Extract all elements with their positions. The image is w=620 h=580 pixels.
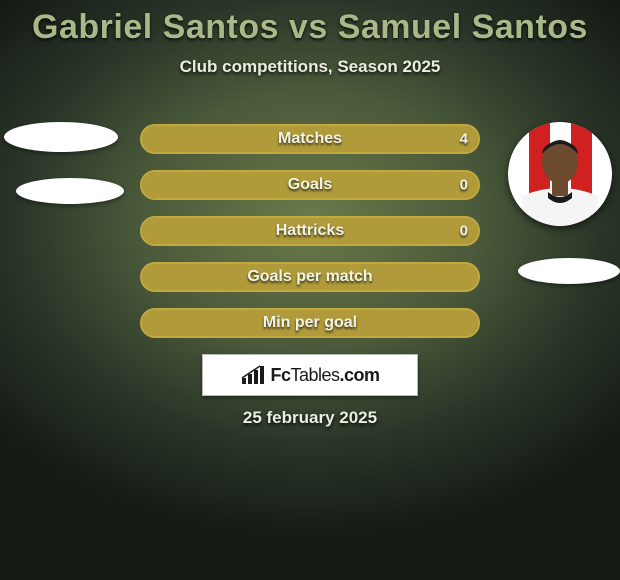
stat-bars: Matches 4 Goals 0 Hattricks 0 Goals per … [140, 124, 480, 354]
left-ellipse-2 [16, 178, 124, 204]
bar-fill [142, 264, 478, 290]
bar-hattricks: Hattricks 0 [140, 216, 480, 246]
bar-value: 0 [460, 223, 468, 240]
avatar-svg [508, 122, 612, 226]
bar-track [140, 124, 480, 154]
bar-track [140, 170, 480, 200]
right-ellipse [518, 258, 620, 284]
left-ellipse-1 [4, 122, 118, 152]
bar-track [140, 216, 480, 246]
bar-value: 0 [460, 177, 468, 194]
subtitle: Club competitions, Season 2025 [0, 57, 620, 77]
bar-fill [142, 126, 478, 152]
chart-icon [240, 364, 266, 386]
bar-fill [142, 218, 478, 244]
bar-matches: Matches 4 [140, 124, 480, 154]
logo-part-1: Fc [270, 365, 290, 385]
date-label: 25 february 2025 [0, 408, 620, 428]
bar-goals: Goals 0 [140, 170, 480, 200]
bar-goals-per-match: Goals per match [140, 262, 480, 292]
logo-part-3: .com [340, 365, 380, 385]
logo-text: FcTables.com [270, 365, 379, 386]
page-title: Gabriel Santos vs Samuel Santos [0, 0, 620, 47]
bar-min-per-goal: Min per goal [140, 308, 480, 338]
bar-fill [142, 310, 478, 336]
player-avatar-right [508, 122, 612, 226]
bar-track [140, 308, 480, 338]
fctables-logo: FcTables.com [202, 354, 418, 396]
bar-fill [142, 172, 478, 198]
logo-part-2: Tables [290, 365, 339, 385]
bar-value: 4 [460, 131, 468, 148]
bar-track [140, 262, 480, 292]
